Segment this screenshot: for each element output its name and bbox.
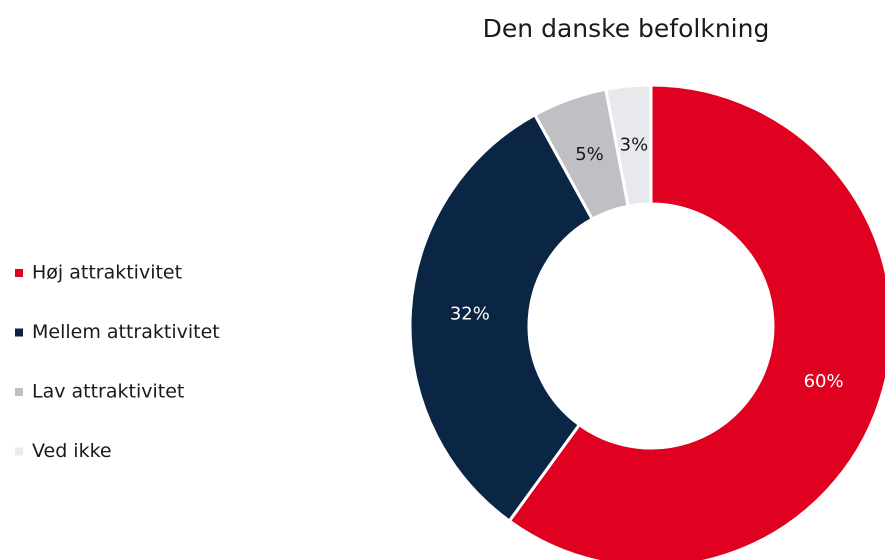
legend-label: Lav attraktivitet [32, 381, 184, 403]
legend-swatch [15, 328, 23, 337]
donut-slice [507, 83, 885, 560]
chart-title: Den danske befolkning [483, 14, 770, 43]
donut-slice [604, 83, 653, 208]
value-label: 5% [575, 144, 604, 165]
legend-label: Ved ikke [32, 440, 112, 462]
value-label: 32% [450, 304, 490, 325]
value-label: 3% [620, 134, 649, 155]
donut-slice [408, 112, 595, 524]
legend-label: Mellem attraktivitet [32, 321, 220, 343]
value-label: 60% [804, 371, 844, 392]
legend-swatch [15, 269, 23, 277]
legend-swatch [15, 388, 23, 396]
legend-label: Høj attraktivitet [32, 262, 182, 284]
legend-swatch [15, 447, 23, 456]
